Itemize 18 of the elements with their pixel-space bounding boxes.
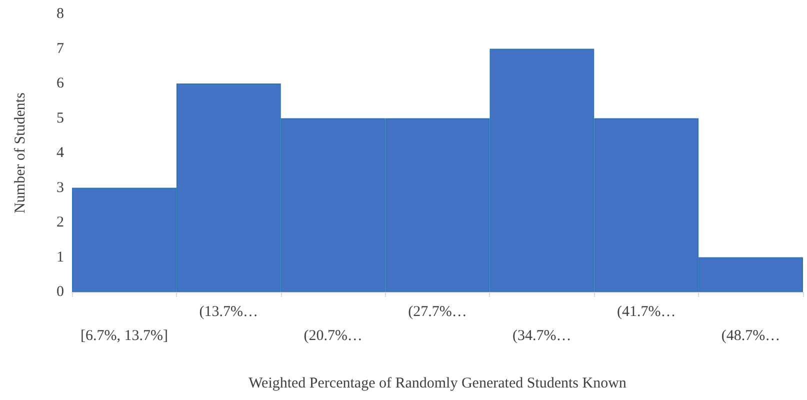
y-tick-label: 1: [56, 249, 64, 266]
y-tick-label: 2: [56, 214, 64, 230]
x-tick-label: (41.7%…: [616, 304, 676, 320]
x-tick-label: (34.7%…: [512, 328, 572, 344]
y-tick-label: 6: [56, 76, 64, 92]
y-tick-label: 3: [56, 180, 64, 196]
x-tick-label: [6.7%, 13.7%]: [80, 328, 168, 344]
y-tick-label: 5: [56, 110, 64, 126]
x-tick-label: (20.7%…: [304, 328, 362, 344]
x-tick-label: (13.7%…: [199, 304, 258, 320]
x-tick-label: (48.7%…: [721, 328, 780, 344]
y-tick-label: 0: [56, 284, 64, 300]
y-tick-label: 8: [56, 6, 64, 22]
x-axis-title: Weighted Percentage of Randomly Generated Students Known: [248, 376, 627, 392]
y-axis-title: Number of Students: [12, 92, 28, 214]
y-tick-label: 4: [56, 145, 64, 161]
x-tick-label: (27.7%…: [408, 304, 467, 320]
y-tick-label: 7: [56, 40, 64, 57]
